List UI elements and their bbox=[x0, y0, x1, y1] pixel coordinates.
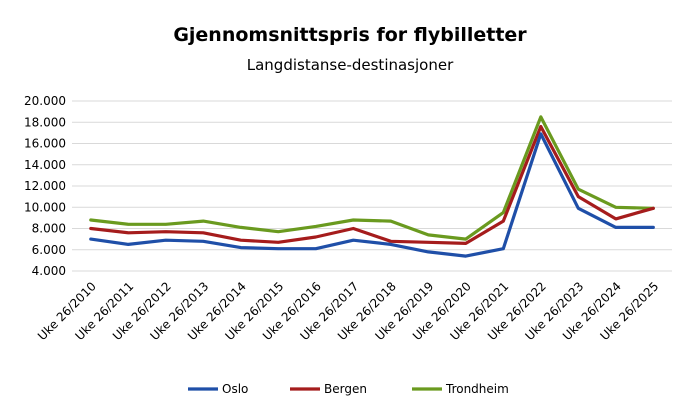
legend-item-bergen: Bergen bbox=[290, 382, 367, 396]
series-line-bergen bbox=[89, 124, 655, 245]
y-tick-label: 6.000 bbox=[32, 243, 66, 257]
legend-item-oslo: Oslo bbox=[188, 382, 248, 396]
legend-item-trondheim: Trondheim bbox=[412, 382, 509, 396]
chart-title: Gjennomsnittspris for flybilletter bbox=[173, 24, 527, 46]
series-line-oslo bbox=[89, 132, 655, 258]
y-tick-label: 8.000 bbox=[32, 222, 66, 236]
series-line-trondheim bbox=[89, 115, 655, 241]
y-tick-label: 20.000 bbox=[24, 94, 66, 108]
series-lines bbox=[89, 115, 655, 258]
y-axis-ticks: 4.000 6.000 8.000 10.000 12.000 14.000 16.000 1… bbox=[24, 94, 66, 278]
y-tick-label: 12.000 bbox=[24, 179, 66, 193]
chart-subtitle: Langdistanse-destinasjoner bbox=[247, 56, 454, 74]
legend: Oslo Bergen Trondheim bbox=[188, 382, 509, 396]
y-tick-label: 18.000 bbox=[24, 115, 66, 129]
legend-label: Bergen bbox=[324, 382, 367, 396]
gridlines bbox=[72, 100, 672, 272]
y-tick-label: 16.000 bbox=[24, 137, 66, 151]
legend-label: Trondheim bbox=[445, 382, 509, 396]
y-tick-label: 10.000 bbox=[24, 200, 66, 214]
legend-label: Oslo bbox=[222, 382, 248, 396]
y-tick-label: 14.000 bbox=[24, 158, 66, 172]
y-tick-label: 4.000 bbox=[32, 264, 66, 278]
